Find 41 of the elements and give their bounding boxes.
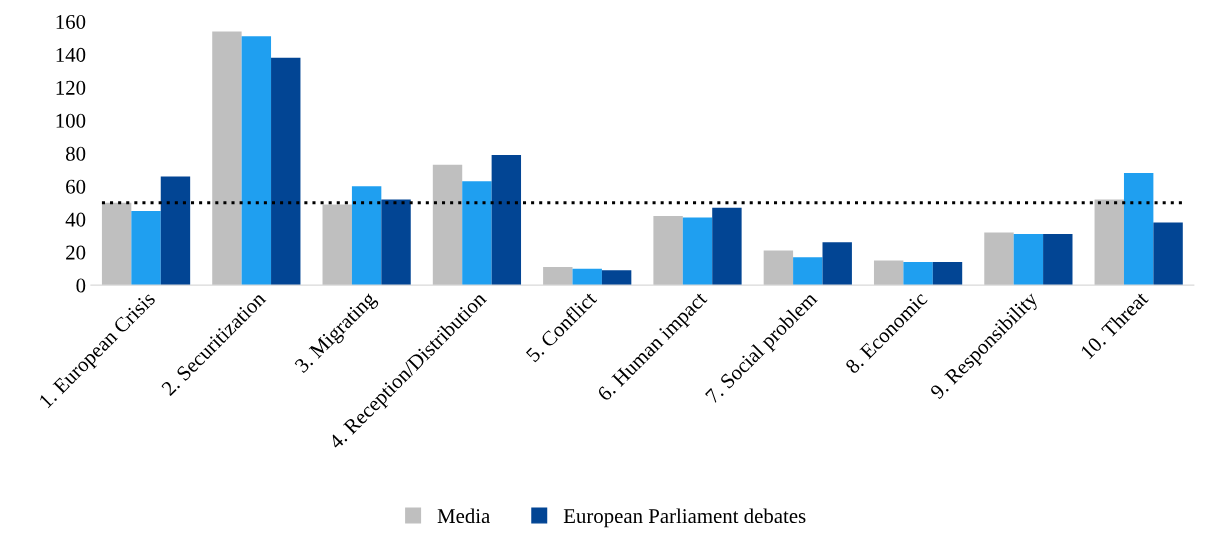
y-tick-label: 140 xyxy=(56,47,86,62)
bar xyxy=(903,262,933,286)
bar xyxy=(822,242,852,286)
bar xyxy=(101,202,132,286)
y-tick-label: 100 xyxy=(56,113,86,128)
bar xyxy=(543,267,573,286)
bar xyxy=(271,57,301,286)
bar xyxy=(572,268,602,286)
bar xyxy=(601,270,632,286)
bar xyxy=(322,204,352,286)
bar xyxy=(1013,234,1044,286)
y-tick-label: 0 xyxy=(76,278,86,293)
y-tick-label: 120 xyxy=(56,80,86,95)
bar xyxy=(1094,199,1124,286)
bar xyxy=(793,257,823,286)
legend-label: European Parliament debates xyxy=(563,508,806,528)
bar xyxy=(763,250,794,286)
bar xyxy=(1153,222,1183,286)
y-tick-label: 40 xyxy=(65,212,86,227)
bar xyxy=(873,260,904,286)
y-tick-label: 20 xyxy=(66,245,86,260)
bar xyxy=(432,164,463,286)
bar xyxy=(131,211,161,286)
bar xyxy=(241,36,272,286)
bar xyxy=(984,232,1014,286)
y-tick-label: 160 xyxy=(56,14,86,29)
bar xyxy=(1043,234,1073,286)
bar xyxy=(682,217,713,286)
y-tick-label: 60 xyxy=(66,179,86,194)
bar xyxy=(491,154,522,286)
bar xyxy=(462,181,492,286)
bar xyxy=(653,215,683,286)
bar xyxy=(932,262,963,286)
bar xyxy=(712,207,742,286)
bar xyxy=(351,186,382,286)
bar xyxy=(1123,173,1154,286)
bar xyxy=(381,199,411,286)
bar xyxy=(160,176,191,286)
y-tick-label: 80 xyxy=(66,146,86,161)
legend-label: Media xyxy=(437,508,491,524)
bar xyxy=(212,31,242,286)
